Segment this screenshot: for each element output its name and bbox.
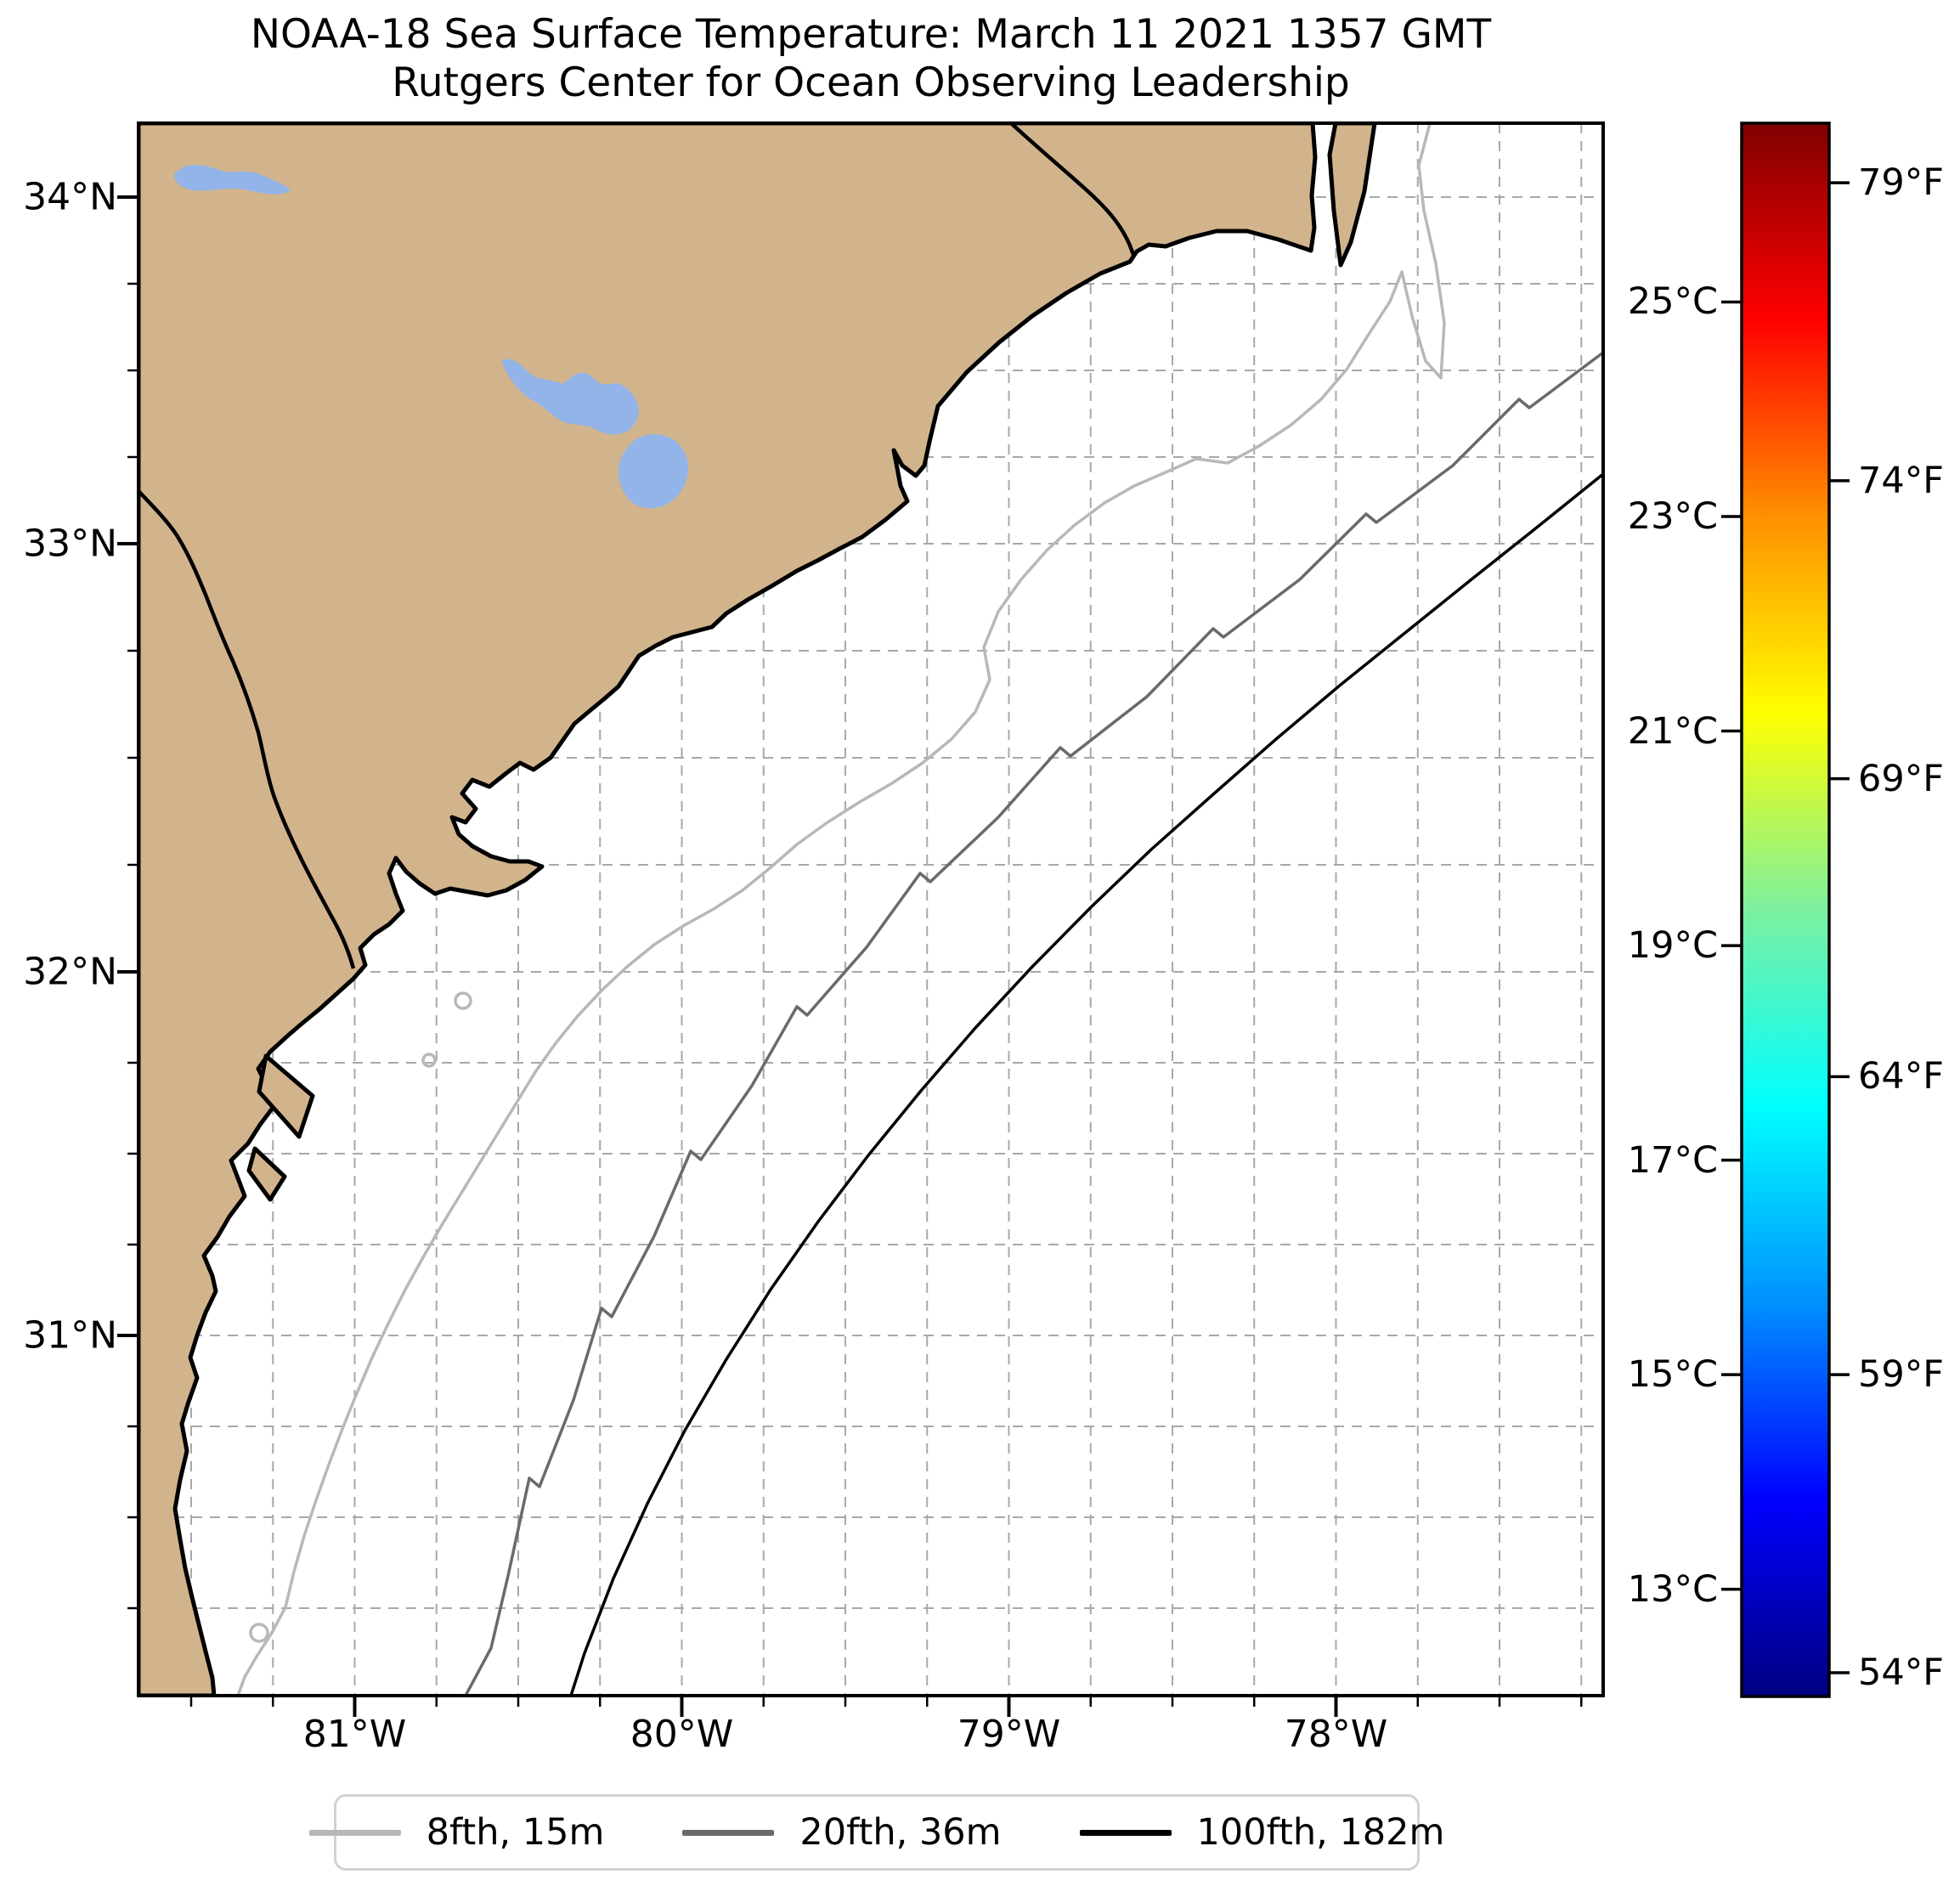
colorbar-label-13c: 13°C xyxy=(1627,1567,1718,1611)
colorbar-label-17c: 17°C xyxy=(1627,1138,1718,1182)
contour-8fth-dot xyxy=(454,991,472,1010)
contour-8fth-15m xyxy=(236,123,1446,1696)
lake-murray xyxy=(173,165,291,195)
legend-item-100fth: 100fth, 182m xyxy=(1079,1811,1445,1854)
lake-marion xyxy=(501,358,639,435)
colorbar-label-25c: 25°C xyxy=(1627,280,1718,324)
lon-tick-label-80w: 80°W xyxy=(630,1713,734,1756)
legend-line-8fth-swatch xyxy=(308,1829,401,1836)
legend-line-100fth-swatch xyxy=(1079,1829,1172,1836)
legend-item-8fth: 8fth, 15m xyxy=(308,1811,605,1854)
colorbar-label-69f: 69°F xyxy=(1858,757,1944,800)
river-line xyxy=(138,489,356,969)
depth-contour-legend: 8fth, 15m 20fth, 36m 100fth, 182m xyxy=(308,1794,1444,1871)
lake-moultrie xyxy=(619,434,689,509)
lat-tick-label-33n: 33°N xyxy=(23,522,117,566)
lon-tick-label-79w: 79°W xyxy=(957,1713,1061,1756)
colorbar-label-59f: 59°F xyxy=(1858,1353,1944,1397)
legend-label-20fth: 20fth, 36m xyxy=(799,1811,1002,1854)
lon-tick-label-81w: 81°W xyxy=(302,1713,407,1756)
colorbar-label-19c: 19°C xyxy=(1627,924,1718,968)
cape-fear-east-bank xyxy=(1327,123,1377,268)
figure-subtitle: Rutgers Center for Ocean Observing Leade… xyxy=(392,59,1350,106)
colorbar-label-23c: 23°C xyxy=(1627,495,1718,538)
mainland-landmass xyxy=(138,123,1318,1696)
contour-8fth-dot xyxy=(421,1053,437,1068)
contour-20fth-36m xyxy=(464,351,1603,1696)
lat-tick-label-31n: 31°N xyxy=(23,1313,117,1358)
barrier-island xyxy=(257,1053,315,1139)
lon-tick-label-78w: 78°W xyxy=(1284,1713,1388,1756)
map-frame xyxy=(137,121,1605,1697)
colorbar-label-15c: 15°C xyxy=(1627,1353,1718,1397)
contour-8fth-dot xyxy=(249,1623,269,1643)
colorbar-label-21c: 21°C xyxy=(1627,709,1718,753)
colorbar xyxy=(1740,121,1831,1698)
colorbar-label-54f: 54°F xyxy=(1858,1651,1944,1694)
legend-line-20fth-swatch xyxy=(682,1829,775,1836)
lat-tick-label-34n: 34°N xyxy=(23,175,117,219)
legend-label-100fth: 100fth, 182m xyxy=(1196,1811,1445,1854)
colorbar-label-79f: 79°F xyxy=(1858,161,1944,205)
contour-100fth-182m xyxy=(569,472,1603,1696)
figure-title: NOAA-18 Sea Surface Temperature: March 1… xyxy=(250,11,1492,58)
legend-label-8fth: 8fth, 15m xyxy=(426,1811,605,1854)
lat-tick-label-32n: 32°N xyxy=(23,950,117,994)
colorbar-label-74f: 74°F xyxy=(1858,459,1944,502)
barrier-island xyxy=(246,1146,287,1202)
axis-ticks xyxy=(117,181,1850,1717)
legend-item-20fth: 20fth, 36m xyxy=(682,1811,1002,1854)
state-border-line xyxy=(1009,123,1136,256)
colorbar-label-64f: 64°F xyxy=(1858,1055,1944,1098)
